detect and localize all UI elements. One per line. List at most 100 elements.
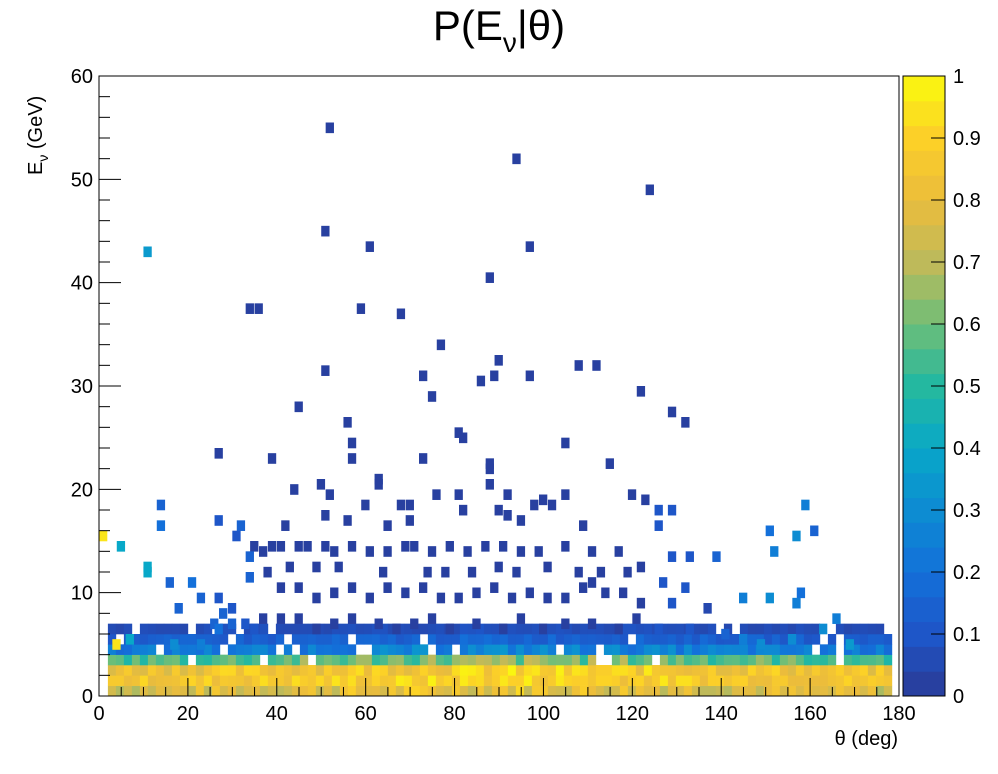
heatmap-cell	[659, 623, 669, 635]
heatmap-cell	[323, 675, 333, 686]
x-tick-label: 80	[443, 703, 465, 725]
heatmap-cell	[245, 551, 254, 562]
heatmap-cell	[691, 644, 701, 655]
heatmap-cell	[267, 675, 277, 686]
heatmap-cell	[627, 665, 637, 676]
heatmap-cell	[299, 644, 309, 655]
heatmap-cell	[835, 665, 845, 676]
heatmap-cell	[339, 623, 349, 635]
y-tick-label: 50	[71, 169, 93, 191]
heatmap-cell	[107, 623, 117, 635]
heatmap-cell	[699, 634, 709, 645]
heatmap-cell	[499, 623, 508, 635]
heatmap-cell	[294, 613, 303, 624]
heatmap-cell	[423, 566, 432, 578]
heatmap-cell	[539, 623, 548, 635]
heatmap-cell	[643, 644, 653, 655]
heatmap-cell	[571, 623, 581, 635]
heatmap-cell	[251, 685, 261, 697]
heatmap-cell	[603, 675, 613, 686]
heatmap-cell	[651, 685, 661, 697]
heatmap-cell	[299, 675, 309, 686]
heatmap-cell	[347, 675, 357, 686]
heatmap-cell	[803, 685, 813, 697]
heatmap-cell	[731, 654, 741, 666]
heatmap-cell	[307, 665, 317, 676]
heatmap-cell	[243, 644, 253, 655]
heatmap-cell	[411, 675, 421, 686]
heatmap-cell	[107, 685, 117, 697]
heatmap-cell	[636, 386, 646, 397]
heatmap-cell	[347, 437, 357, 449]
heatmap-cell	[731, 675, 741, 686]
heatmap-cell	[747, 623, 757, 635]
heatmap-cell	[787, 644, 797, 655]
heatmap-cell	[443, 665, 453, 676]
heatmap-cell	[155, 685, 165, 697]
heatmap-cell	[755, 675, 765, 686]
heatmap-cell	[787, 634, 797, 645]
heatmap-cell	[163, 623, 173, 635]
heatmap-cell	[851, 675, 861, 686]
heatmap-cell	[432, 489, 441, 500]
heatmap-cell	[107, 654, 117, 666]
heatmap-cell	[603, 623, 613, 635]
heatmap-cell	[227, 665, 237, 676]
heatmap-cell	[411, 665, 421, 676]
heatmap-cell	[459, 675, 469, 686]
heatmap-cell	[363, 654, 373, 666]
heatmap-cell	[811, 675, 821, 686]
heatmap-cell	[787, 675, 797, 686]
heatmap-cell	[632, 613, 641, 624]
heatmap-cell	[410, 541, 419, 552]
heatmap-cell	[531, 623, 541, 635]
heatmap-cell	[875, 665, 885, 676]
y-tick-label: 30	[71, 376, 93, 398]
heatmap-cell	[403, 654, 413, 666]
heatmap-cell	[343, 417, 352, 428]
heatmap-cell	[307, 623, 317, 635]
heatmap-cell	[347, 685, 357, 697]
heatmap-cell	[251, 665, 261, 676]
heatmap-cell	[235, 634, 245, 645]
heatmap-cell	[611, 665, 621, 676]
color-scale-segment	[903, 100, 945, 127]
heatmap-cell	[395, 685, 405, 697]
heatmap-cell	[523, 675, 533, 686]
heatmap-cell	[681, 417, 690, 428]
heatmap-cell	[707, 634, 717, 645]
heatmap-cell	[525, 241, 534, 252]
heatmap-cell	[454, 427, 463, 438]
heatmap-cell	[675, 644, 685, 655]
heatmap-cell	[835, 675, 845, 686]
heatmap-cell	[770, 546, 779, 557]
heatmap-cell	[355, 675, 365, 686]
heatmap-cell	[827, 634, 837, 645]
heatmap-cell	[331, 675, 341, 686]
heatmap-cell	[619, 634, 629, 645]
heatmap-cell	[779, 623, 789, 635]
color-scale-segment	[903, 200, 945, 226]
heatmap-cell	[747, 654, 757, 666]
heatmap-cell	[411, 654, 421, 666]
heatmap-cell	[779, 665, 789, 676]
heatmap-cell	[859, 665, 869, 676]
y-tick-label: 60	[71, 66, 93, 88]
heatmap-cell	[579, 520, 588, 531]
heatmap-cell	[401, 541, 410, 552]
heatmap-cell	[491, 685, 501, 697]
heatmap-cell	[419, 654, 429, 666]
heatmap-cell	[383, 546, 392, 557]
heatmap-cell	[147, 654, 157, 666]
heatmap-cell	[339, 634, 349, 645]
heatmap-cell	[491, 634, 501, 645]
heatmap-cell	[291, 634, 301, 645]
heatmap-cell	[179, 675, 189, 686]
heatmap-cell	[275, 623, 285, 635]
heatmap-cell	[419, 665, 429, 676]
heatmap-cell	[699, 654, 709, 666]
heatmap-cell	[851, 654, 861, 666]
heatmap-cell	[291, 675, 301, 686]
color-scale-segment	[903, 572, 945, 598]
heatmap-cell	[563, 654, 573, 666]
